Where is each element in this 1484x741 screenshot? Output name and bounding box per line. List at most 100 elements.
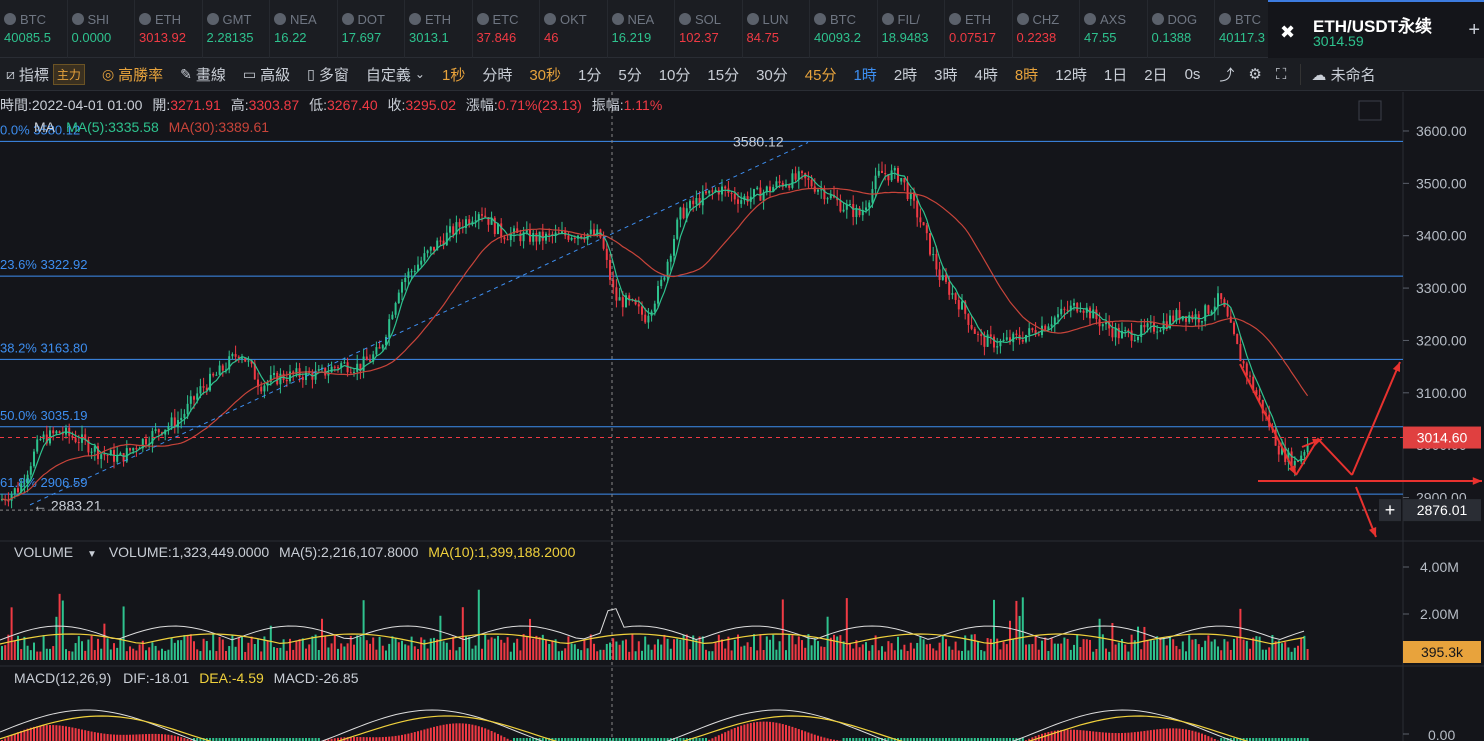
volume-bar	[813, 638, 816, 660]
trend-line[interactable]	[29, 142, 809, 506]
toolbar-item[interactable]: 30分	[756, 64, 788, 85]
toolbar-item[interactable]: ▭ 高級	[243, 64, 290, 85]
price-axis-label: 3400.00	[1416, 228, 1467, 244]
toolbar-item[interactable]: 自定義 ⌄	[366, 64, 425, 85]
macd-bar	[103, 733, 106, 741]
ticker-item[interactable]: BTC 40117.3	[1215, 0, 1266, 58]
ticker-item[interactable]: AXS 47.55	[1080, 0, 1148, 58]
ticker-item[interactable]: BTC 40093.2	[810, 0, 878, 58]
macd-bar	[410, 732, 413, 741]
layout-name-button[interactable]: ☁ 未命名	[1300, 63, 1376, 85]
volume-bar	[445, 642, 448, 660]
drawn-arrow[interactable]	[1239, 363, 1297, 476]
toolbar-item[interactable]: 5分	[618, 64, 641, 85]
candle-body	[737, 199, 739, 204]
toolbar-item[interactable]: 2日	[1144, 64, 1167, 85]
toolbar-item[interactable]: ▯ 多窗	[307, 64, 349, 85]
volume-bar	[327, 647, 330, 660]
active-symbol-tab[interactable]: ✖ ETH/USDT永续 3014.59 +	[1268, 0, 1484, 58]
volume-bar	[557, 651, 560, 660]
candle-body	[999, 341, 1002, 347]
volume-bar	[1159, 637, 1162, 660]
ticker-item[interactable]: SOL 102.37	[675, 0, 743, 58]
fullscreen-icon[interactable]: ⛶	[1275, 65, 1287, 83]
macd-bar	[545, 738, 547, 741]
candle-body	[874, 175, 877, 190]
macd-bar	[1092, 731, 1095, 741]
info-high: 3303.87	[248, 97, 300, 113]
macd-bar	[353, 736, 355, 741]
add-alert-button[interactable]	[1379, 499, 1401, 522]
toolbar-item[interactable]: 12時	[1055, 64, 1087, 85]
candle-body	[701, 191, 704, 206]
ticker-item[interactable]: ETC 37.846	[473, 0, 540, 58]
volume-bar	[983, 651, 986, 660]
volume-bar	[791, 635, 794, 660]
ticker-item[interactable]: SHI 0.0000	[68, 0, 135, 58]
screenshot-icon[interactable]: ⤴	[1219, 66, 1235, 84]
ticker-item[interactable]: DOG 0.1388	[1148, 0, 1215, 58]
toolbar-item[interactable]: 1秒	[442, 64, 465, 85]
volume-name[interactable]: VOLUME	[14, 544, 74, 560]
volume-bar	[1233, 638, 1235, 660]
toolbar-item[interactable]: 15分	[707, 64, 739, 85]
macd-bar	[167, 734, 170, 741]
ticker-item[interactable]: ETH 0.07517	[945, 0, 1013, 58]
settings-icon[interactable]: ⚙	[1248, 66, 1262, 83]
ticker-item[interactable]: BTC 40085.5	[0, 0, 68, 58]
ticker-price: 40085.5	[4, 30, 51, 45]
toolbar-item[interactable]: 分時	[482, 64, 512, 85]
toolbar-item[interactable]: 45分	[805, 64, 837, 85]
candle-body	[977, 333, 979, 335]
toolbar-item[interactable]: 1分	[578, 64, 601, 85]
macd-bar	[557, 738, 560, 741]
volume-bar	[1143, 626, 1146, 660]
toolbar-item[interactable]: 1時	[853, 64, 876, 85]
macd-bar	[628, 738, 631, 741]
macd-bar	[999, 738, 1002, 741]
toolbar-item[interactable]: 10分	[659, 64, 691, 85]
ticker-item[interactable]: CHZ 0.2238	[1013, 0, 1080, 58]
candle-body	[1175, 310, 1178, 322]
toolbar-item[interactable]: 0s	[1185, 66, 1201, 83]
volume-bar	[925, 644, 928, 660]
volume-dropdown-icon[interactable]: ▼	[87, 549, 97, 560]
ticker-item[interactable]: FIL/18.9483	[878, 0, 945, 58]
toolbar-item[interactable]: 30秒	[529, 64, 561, 85]
toolbar-item[interactable]: ✎ 畫線	[180, 64, 226, 85]
ticker-item[interactable]: DOT 17.697	[338, 0, 405, 58]
ticker-item[interactable]: LUN 84.75	[743, 0, 810, 58]
candle-body	[625, 295, 627, 308]
toolbar-item[interactable]: 8時	[1015, 64, 1038, 85]
toolbar-item[interactable]: 1日	[1104, 64, 1127, 85]
chart-canvas[interactable]: 3600.00 3500.00 3400.00 3300.00 3200.00 3100.…	[0, 92, 1484, 741]
macd-bar	[1066, 729, 1069, 741]
toolbar-item[interactable]: 2時	[894, 64, 917, 85]
ticker-item[interactable]: ETH 3013.92	[135, 0, 203, 58]
volume-bar	[145, 650, 147, 660]
add-tab-icon[interactable]: +	[1468, 19, 1480, 41]
ticker-item[interactable]: ETH 3013.1	[405, 0, 473, 58]
volume-bar	[647, 644, 650, 660]
macd-bar	[26, 728, 29, 741]
toolbar-item[interactable]: ◎ 高勝率	[102, 64, 163, 85]
toolbar-item[interactable]: 4時	[975, 64, 998, 85]
candle-body	[250, 360, 253, 364]
ticker-item[interactable]: NEA 16.219	[608, 0, 675, 58]
candle-body	[884, 172, 887, 175]
volume-bar	[372, 637, 375, 660]
macd-bar	[148, 733, 151, 741]
ticker-item[interactable]: NEA 16.22	[270, 0, 338, 58]
ticker-item[interactable]: OKT 46	[540, 0, 608, 58]
volume-bar	[999, 649, 1002, 660]
candle-body	[346, 362, 349, 373]
macd-bar	[129, 734, 131, 741]
volume-bar	[282, 639, 285, 660]
ticker-item[interactable]: GMT 2.28135	[203, 0, 270, 58]
expand-panel-icon[interactable]	[1358, 100, 1382, 121]
drawn-arrow[interactable]	[1351, 361, 1401, 476]
ticker-price: 0.2238	[1016, 30, 1057, 45]
toolbar-item[interactable]: 3時	[934, 64, 957, 85]
volume-bar	[609, 642, 611, 660]
toolbar-item[interactable]: ⧄ 指標 主力	[6, 63, 85, 85]
